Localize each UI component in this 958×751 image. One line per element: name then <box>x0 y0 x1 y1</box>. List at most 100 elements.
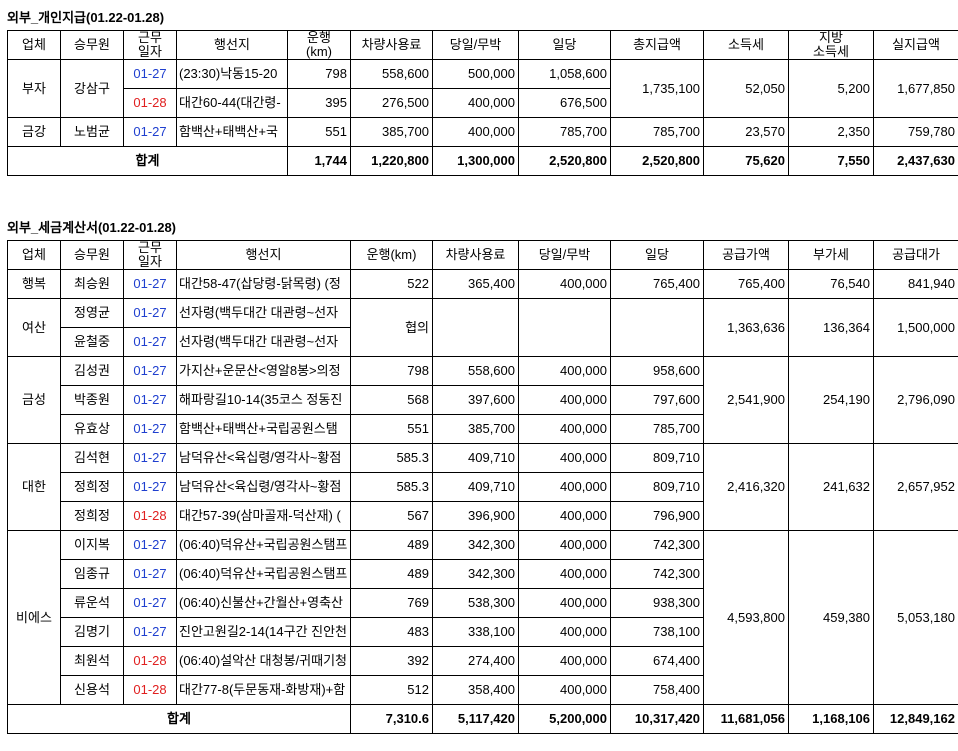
cell: 254,190 <box>788 356 874 444</box>
cell: 대간77-8(두문동재-화방재)+함 <box>176 675 351 705</box>
cell: 박종원 <box>60 385 124 415</box>
cell: 365,400 <box>432 269 519 299</box>
cell: 400,000 <box>518 269 611 299</box>
cell: 01-27 <box>123 385 177 415</box>
cell: 1,300,000 <box>432 146 519 176</box>
cell: 785,700 <box>610 117 704 147</box>
cell: 397,600 <box>432 385 519 415</box>
cell: 52,050 <box>703 59 789 118</box>
cell: 1,168,106 <box>788 704 874 734</box>
cell: 가지산+운문산<영알8봉>의정 <box>176 356 351 386</box>
data-row: 행복 최승원 01-27 대간58-47(삽당령-닭목령) (정 522 365,400 4… <box>7 269 958 299</box>
header-cell: 공급가액 <box>703 240 789 270</box>
cell: 5,117,420 <box>432 704 519 734</box>
cell: 1,220,800 <box>350 146 433 176</box>
cell <box>432 298 519 357</box>
cell: 742,300 <box>610 530 704 560</box>
cell: 400,000 <box>518 501 611 531</box>
cell: 558,600 <box>432 356 519 386</box>
data-row: 정희정 01-27 남덕유산<육십령/영각사~황점 585.3 409,710 400,0… <box>8 472 958 502</box>
cell: 585.3 <box>350 472 433 502</box>
cell: 정영균 <box>60 298 124 328</box>
cell: 758,400 <box>610 675 704 705</box>
cell: 241,632 <box>788 443 874 531</box>
cell: 합계 <box>7 704 351 734</box>
data-row: 정희정 01-28 대간57-39(삼마골재-덕산재) (567 396,900 400… <box>8 501 958 531</box>
cell: 금성 <box>7 356 61 444</box>
cell: 796,900 <box>610 501 704 531</box>
cell: 567 <box>350 501 433 531</box>
total-row: 합계 7,310.6 5,117,420 5,200,000 10,317,420 11,… <box>7 704 958 734</box>
cell: 금강 <box>7 117 61 147</box>
cell <box>518 298 611 357</box>
cell: 400,000 <box>518 472 611 502</box>
cell: 김성권 <box>60 356 124 386</box>
cell: 선자령(백두대간 대관령~선자 <box>176 327 351 357</box>
data-row: 여산 정영균 01-27 선자령(백두대간 대관령~선자 협의 1,363,636 136,… <box>7 298 958 357</box>
cell: 김석현 <box>60 443 124 473</box>
header-cell: 소득세 <box>703 30 789 60</box>
cell: 함백산+태백산+국립공원스탬 <box>176 414 351 444</box>
cell: 23,570 <box>703 117 789 147</box>
cell: 1,677,850 <box>873 59 958 118</box>
header-cell: 당일/무박 <box>518 240 611 270</box>
cell: 551 <box>350 414 433 444</box>
data-row: 금강 노범균 01-27 함백산+태백산+국 551 385,700 400,000 785,… <box>7 117 958 147</box>
cell: 400,000 <box>518 646 611 676</box>
cell: 1,744 <box>287 146 351 176</box>
cell: 01-28 <box>123 675 177 705</box>
cell: 김명기 <box>60 617 124 647</box>
data-row: 대한 김석현 01-27 남덕유산<육십령/영각사~황점 585.3 409,710 400… <box>7 443 958 531</box>
cell: 358,400 <box>432 675 519 705</box>
cell: 522 <box>350 269 433 299</box>
cell: (06:40)덕유산+국립공원스탬프 <box>176 559 351 589</box>
cell: 75,620 <box>703 146 789 176</box>
cell: 2,350 <box>788 117 874 147</box>
cell: 809,710 <box>610 443 704 473</box>
cell: 512 <box>350 675 433 705</box>
cell: 01-27 <box>123 588 177 618</box>
header-cell: 근무 일자 <box>123 240 177 270</box>
cell: 489 <box>350 559 433 589</box>
cell: 2,416,320 <box>703 443 789 531</box>
cell: 400,000 <box>432 88 519 118</box>
header-cell: 부가세 <box>788 240 874 270</box>
data-row: 유효상 01-27 함백산+태백산+국립공원스탬 551 385,700 400,000 7… <box>8 414 958 444</box>
cell: 진안고원길2-14(14구간 진안천 <box>176 617 351 647</box>
cell: 부자 <box>7 59 61 118</box>
cell: 01-27 <box>123 617 177 647</box>
cell: 01-27 <box>123 356 177 386</box>
header-cell: 행선지 <box>176 30 288 60</box>
cell: 1,500,000 <box>873 298 958 357</box>
cell: 7,310.6 <box>350 704 433 734</box>
cell: 행복 <box>7 269 61 299</box>
cell: 11,681,056 <box>703 704 789 734</box>
cell: 2,657,952 <box>873 443 958 531</box>
data-row: 비에스 이지복 01-27 (06:40)덕유산+국립공원스탬프 489 342,300 4… <box>7 530 958 705</box>
cell: 류운석 <box>60 588 124 618</box>
cell: 신용석 <box>60 675 124 705</box>
cell: 함백산+태백산+국 <box>176 117 288 147</box>
cell: 대한 <box>7 443 61 531</box>
cell: 274,400 <box>432 646 519 676</box>
cell: 400,000 <box>518 559 611 589</box>
data-row: 박종원 01-27 해파랑길10-14(35코스 정동진 568 397,600 400,… <box>8 385 958 415</box>
cell: 협의 <box>350 298 433 357</box>
data-row: 부자 강삼구 01-27 (23:30)낙동15-20 798 558,600 500,00… <box>7 59 958 118</box>
cell: 841,940 <box>873 269 958 299</box>
cell: 400,000 <box>518 443 611 473</box>
cell: 568 <box>350 385 433 415</box>
cell: 정희정 <box>60 472 124 502</box>
cell: 396,900 <box>432 501 519 531</box>
header-row: 업체 승무원 근무 일자 행선지 운행(km) 차량사용료 당일/무박 일당 공급가액 부가세 공급… <box>7 240 958 270</box>
header-cell: 행선지 <box>176 240 351 270</box>
cell: 558,600 <box>350 59 433 89</box>
header-cell: 총지급액 <box>610 30 704 60</box>
cell: 01-27 <box>123 269 177 299</box>
cell: 01-27 <box>123 414 177 444</box>
cell: 409,710 <box>432 472 519 502</box>
cell: 해파랑길10-14(35코스 정동진 <box>176 385 351 415</box>
cell: 400,000 <box>518 356 611 386</box>
cell: 대간58-47(삽당령-닭목령) (정 <box>176 269 351 299</box>
